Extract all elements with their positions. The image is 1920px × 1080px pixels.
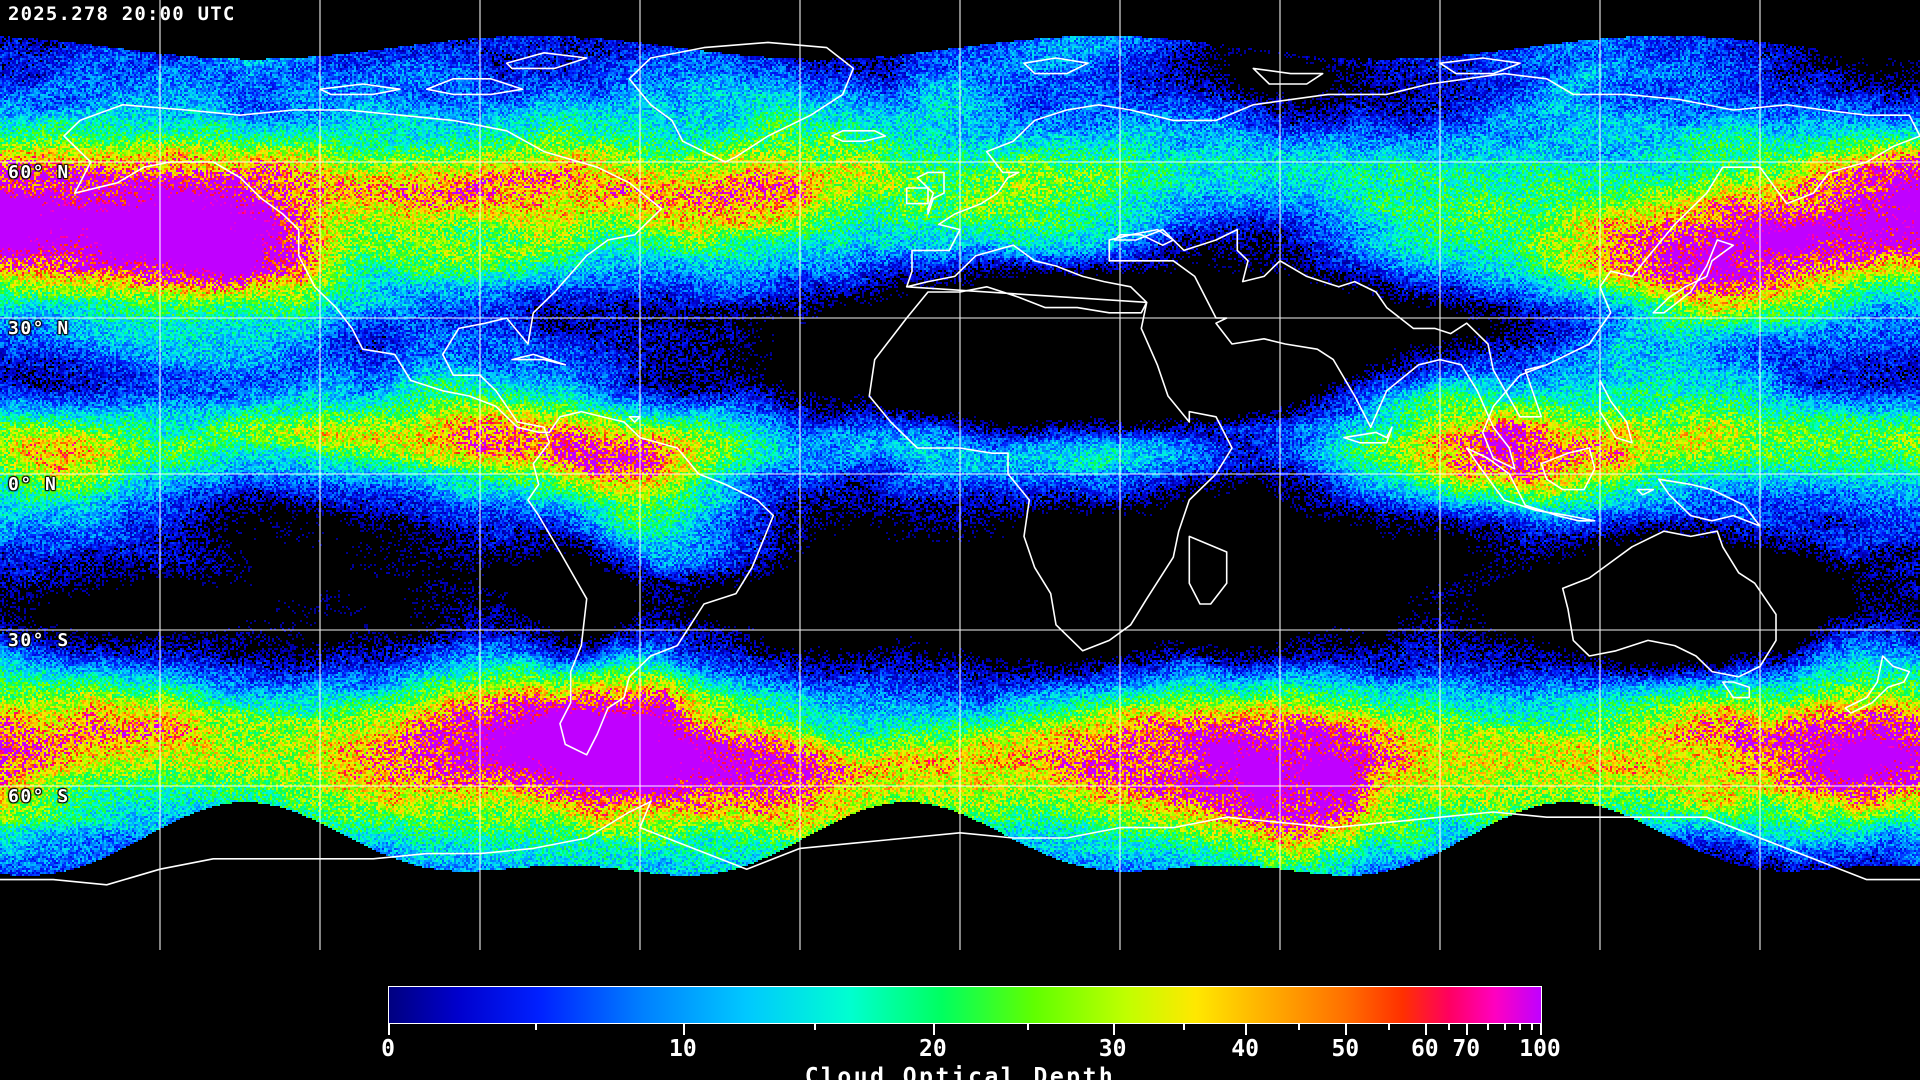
- colorbar-title: Cloud Optical Depth: [804, 1064, 1116, 1080]
- colorbar-tick-minor: [1504, 1024, 1507, 1030]
- colorbar-tick-major: [1245, 1024, 1248, 1035]
- latitude-label-30n: 30° N: [8, 318, 70, 339]
- latitude-label-60n: 60° N: [8, 162, 70, 183]
- colorbar-gradient: [389, 987, 1541, 1023]
- colorbar-tick-major: [1112, 1024, 1115, 1035]
- colorbar-tick-major: [1424, 1024, 1427, 1035]
- colorbar-tick-major: [1466, 1024, 1469, 1035]
- colorbar-tick-major: [1540, 1024, 1542, 1035]
- colorbar-tick-minor: [1447, 1024, 1450, 1030]
- colorbar-tick-major: [1345, 1024, 1348, 1035]
- colorbar-tick-minor: [814, 1024, 817, 1030]
- timestamp-label: 2025.278 20:00 UTC: [8, 3, 236, 25]
- cloud-optical-depth-raster[interactable]: [0, 0, 1920, 950]
- latitude-label-0n: 0° N: [8, 474, 58, 495]
- colorbar-tick-major: [682, 1024, 685, 1035]
- colorbar-tick-label: 30: [1098, 1036, 1127, 1062]
- latitude-label-60s: 60° S: [8, 786, 70, 807]
- colorbar-tick-minor: [1182, 1024, 1185, 1030]
- colorbar-tick-label: 0: [381, 1036, 395, 1062]
- colorbar-tick-minor: [1027, 1024, 1030, 1030]
- colorbar-tick-label: 60: [1410, 1036, 1439, 1062]
- colorbar-tick-label: 50: [1331, 1036, 1360, 1062]
- colorbar-tick-minor: [1387, 1024, 1390, 1030]
- colorbar-tick-label: 70: [1452, 1036, 1481, 1062]
- colorbar-frame[interactable]: [388, 986, 1542, 1024]
- colorbar-tick-minor: [1530, 1024, 1533, 1030]
- colorbar-tick-label: 10: [669, 1036, 697, 1062]
- colorbar-tick-minor: [1298, 1024, 1301, 1030]
- map-panel[interactable]: 2025.278 20:00 UTC 60° N 30° N 0° N 30° …: [0, 0, 1920, 950]
- latitude-label-30s: 30° S: [8, 630, 70, 651]
- colorbar-tick-minor: [535, 1024, 538, 1030]
- colorbar-tick-major: [932, 1024, 935, 1035]
- colorbar-tick-minor: [1519, 1024, 1522, 1030]
- colorbar-tick-major: [388, 1024, 390, 1035]
- colorbar-tick-label: 100: [1519, 1036, 1561, 1062]
- colorbar-tick-label: 40: [1231, 1036, 1259, 1062]
- colorbar-tick-label: 20: [919, 1036, 947, 1062]
- colorbar-tick-labels: 0 10 20 30 40 50 60 70 100: [381, 1036, 1561, 1066]
- colorbar-block: 0 10 20 30 40 50 60 70 100 Cloud Optical Depth: [0, 950, 1920, 1080]
- colorbar-tick-minor: [1487, 1024, 1489, 1030]
- colorbar-ticks: [388, 1024, 1542, 1038]
